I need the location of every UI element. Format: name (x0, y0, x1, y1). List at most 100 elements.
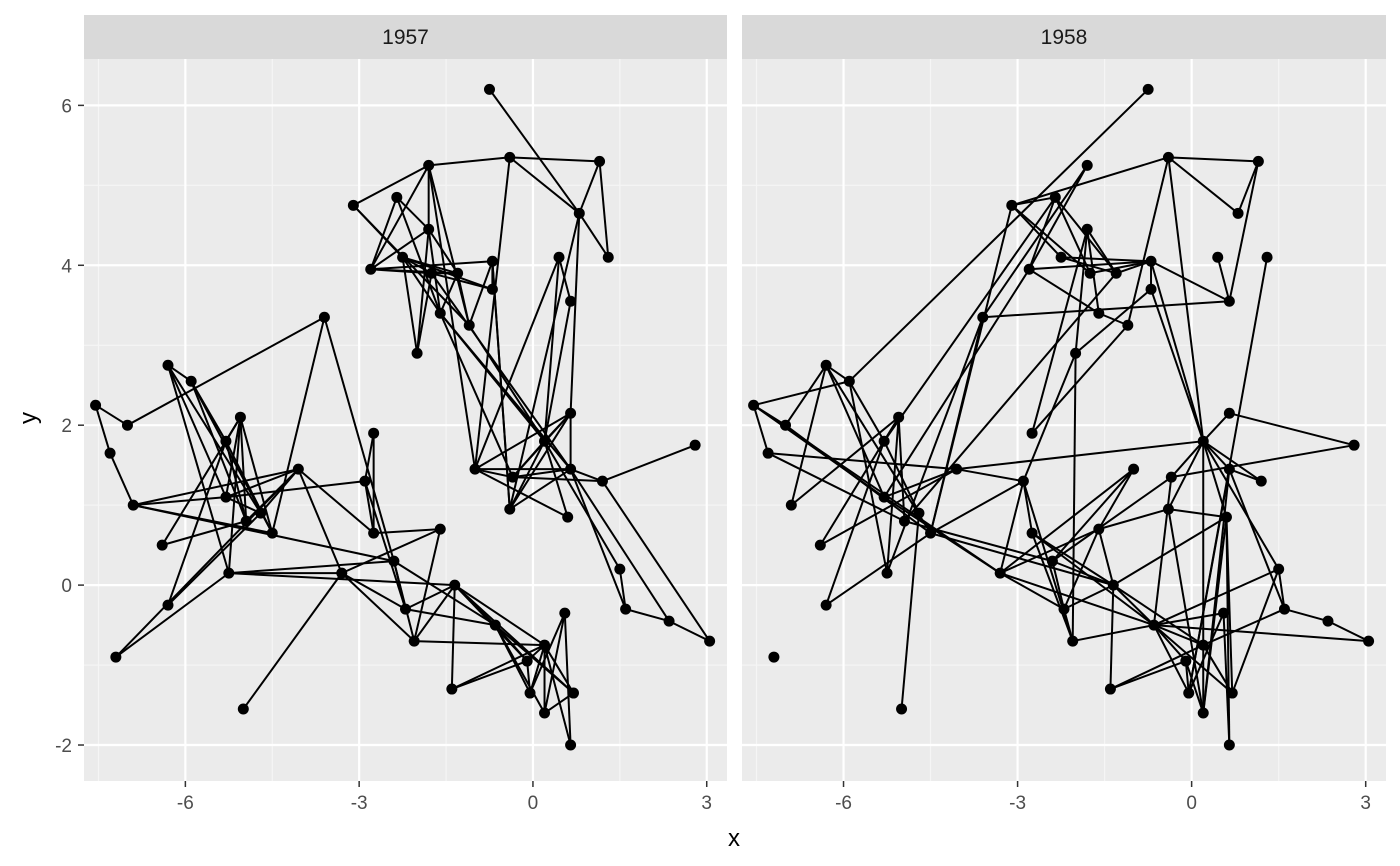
network-edge (999, 480, 1025, 574)
network-edge (1126, 157, 1170, 326)
network-node (602, 251, 614, 263)
network-nodes (90, 83, 1375, 751)
network-edge (1167, 508, 1205, 714)
network-node (567, 687, 579, 699)
network-edge (1202, 412, 1231, 442)
network-edge (1228, 161, 1260, 302)
network-edge (1098, 508, 1169, 531)
network-node (1128, 463, 1140, 475)
network-edge (95, 404, 128, 427)
network-node (925, 527, 937, 539)
network-edge (1284, 608, 1329, 623)
network-edge (456, 273, 471, 326)
network-edge (414, 640, 545, 647)
network-node (347, 199, 359, 211)
network-edge (392, 560, 416, 642)
network-edge (601, 480, 711, 642)
network-node (359, 475, 371, 487)
network-node (1093, 307, 1105, 319)
network-node (780, 419, 792, 431)
network-node (1232, 207, 1244, 219)
network-edge (369, 164, 430, 270)
network-edge (543, 612, 566, 714)
network-edge (1112, 584, 1204, 646)
facet-strip (84, 15, 727, 59)
network-edge (370, 228, 430, 271)
facet-strip-label: 1957 (382, 26, 429, 49)
network-edge (271, 317, 326, 534)
network-node (1322, 615, 1334, 627)
network-edge (1228, 468, 1286, 610)
network-edge (1011, 196, 1056, 207)
network-node (162, 359, 174, 371)
network-node (255, 507, 267, 519)
network-edge (848, 380, 886, 442)
network-edge (494, 624, 528, 662)
network-node (127, 499, 139, 511)
network-edge (109, 452, 135, 506)
network-edge (370, 268, 432, 275)
network-node (1223, 739, 1235, 751)
network-edge (133, 504, 395, 563)
network-edge (494, 624, 546, 714)
network-edge (543, 440, 569, 518)
network-node (1093, 523, 1105, 535)
network-edge (900, 513, 920, 710)
network-edge (341, 528, 441, 575)
network-edge (784, 364, 827, 426)
network-node (1162, 503, 1174, 515)
network-node (898, 515, 910, 527)
network-edge (1153, 624, 1190, 694)
network-node (318, 311, 330, 323)
network-node (388, 555, 400, 567)
network-edge (126, 316, 325, 427)
network-node (240, 515, 252, 527)
network-edge (930, 480, 1024, 535)
x-axis-tick-label: -3 (1009, 793, 1026, 814)
network-edge (1109, 585, 1115, 690)
network-edge (428, 156, 510, 167)
network-edge (413, 528, 442, 642)
network-node (1145, 255, 1157, 267)
network-node (553, 251, 565, 263)
network-edge (825, 532, 932, 606)
network-edge (930, 532, 1114, 587)
network-node (524, 687, 536, 699)
x-axis-tick-label: 0 (528, 793, 539, 814)
network-edge (1063, 608, 1074, 642)
network-edge (115, 572, 230, 658)
network-edge (1277, 568, 1286, 610)
network-edge (511, 440, 546, 478)
network-node (426, 267, 438, 279)
network-node (896, 703, 908, 715)
network-node (104, 447, 116, 459)
network-edge (903, 272, 1117, 522)
network-edge (1202, 440, 1231, 470)
network-edge (1168, 508, 1227, 519)
network-edge (133, 468, 299, 507)
network-edge (578, 212, 610, 258)
network-edge (753, 380, 850, 407)
network-edge (1074, 229, 1089, 354)
network-edge (1187, 257, 1269, 694)
network-edge (625, 608, 670, 623)
network-edge (474, 256, 560, 470)
network-node (878, 435, 890, 447)
network-edge (1150, 288, 1205, 442)
network-edge (1112, 516, 1227, 586)
network-node (90, 399, 102, 411)
network-edge (413, 584, 456, 642)
network-node (878, 491, 890, 503)
network-edge (297, 468, 375, 534)
network-edge (224, 440, 248, 522)
network-node (423, 159, 435, 171)
network-node (368, 527, 380, 539)
network-edge (956, 468, 1024, 483)
network-edge (768, 452, 957, 471)
network-node (814, 539, 826, 551)
network-node (689, 439, 701, 451)
network-node (391, 191, 403, 203)
network-node (620, 603, 632, 615)
gridlines (84, 59, 1386, 781)
network-edge (1202, 440, 1280, 570)
